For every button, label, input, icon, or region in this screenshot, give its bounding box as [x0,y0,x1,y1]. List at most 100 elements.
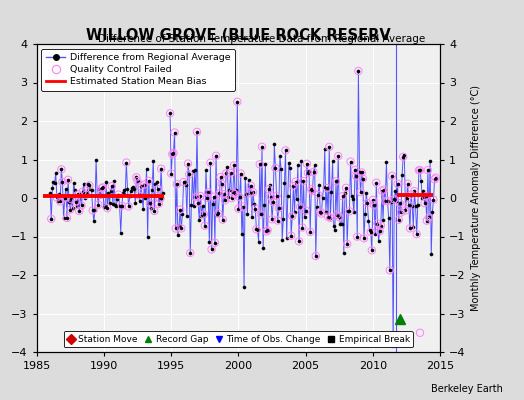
Point [231,191,239,197]
Point [215,190,224,197]
Point [176,206,184,213]
Point [211,240,219,246]
Point [389,341,397,348]
Point [249,189,257,195]
Point [85,182,94,188]
Point [386,267,394,274]
Point [381,198,389,204]
Point [72,198,80,205]
Point [410,188,419,194]
Point [257,211,265,218]
Point [324,214,332,220]
Point [67,196,75,202]
Point [203,195,211,201]
Point [208,246,216,253]
Point [239,203,247,210]
Point [217,181,226,187]
Point [170,129,179,136]
Point [377,222,385,229]
Point [345,208,354,214]
Point [304,170,312,176]
Point [179,179,188,185]
Point [339,193,347,200]
Point [228,189,237,196]
Point [157,166,165,172]
Point [186,250,194,256]
Point [368,247,376,254]
Point [307,186,315,192]
Point [314,192,322,198]
Point [263,228,271,235]
Point [97,185,106,192]
Point [296,204,304,210]
Point [291,178,300,185]
Legend: Station Move, Record Gap, Time of Obs. Change, Empirical Break: Station Move, Record Gap, Time of Obs. C… [63,331,413,348]
Point [135,192,143,199]
Point [301,207,310,214]
Point [422,218,431,224]
Point [64,177,72,183]
Point [145,178,153,184]
Point [312,253,320,259]
Point [424,167,432,173]
Point [429,196,438,203]
Point [79,188,87,195]
Point [247,182,255,189]
Point [414,167,423,174]
Point [194,199,202,206]
Point [396,200,404,206]
Point [94,202,103,208]
Point [133,178,141,184]
Point [63,215,71,221]
Point [221,197,229,204]
Point [89,207,97,214]
Point [47,216,56,222]
Point [373,220,381,227]
Point [146,200,154,206]
Point [137,183,145,189]
Point [405,202,413,208]
Point [234,206,243,212]
Point [150,208,159,214]
Point [236,170,245,177]
Point [114,191,123,198]
Point [212,152,220,159]
Point [99,184,107,191]
Point [274,217,282,224]
Point [156,196,164,202]
Point [360,235,368,242]
Point [407,192,415,198]
Point [332,178,340,184]
Point [264,227,272,234]
Point [171,225,180,232]
Point [206,160,215,166]
Point [397,209,405,216]
Point [177,225,185,232]
Point [287,232,296,239]
Point [369,197,377,203]
Point [403,181,412,187]
Point [220,191,228,197]
Point [421,193,430,200]
Point [306,229,314,235]
Text: Difference of Station Temperature Data from Regional Average: Difference of Station Temperature Data f… [99,34,425,44]
Point [57,166,66,172]
Text: Berkeley Earth: Berkeley Earth [431,384,503,394]
Point [420,200,429,206]
Point [219,216,227,223]
Y-axis label: Monthly Temperature Anomaly Difference (°C): Monthly Temperature Anomaly Difference (… [471,85,481,311]
Point [256,161,264,168]
Point [416,167,424,174]
Title: WILLOW GROVE (BLUE ROCK RESERV: WILLOW GROVE (BLUE ROCK RESERV [86,28,391,43]
Point [167,170,176,177]
Point [380,186,388,193]
Point [333,212,341,218]
Point [399,154,408,160]
Point [204,189,212,196]
Point [166,110,174,116]
Point [196,193,204,199]
Point [289,182,298,189]
Point [124,203,133,210]
Point [406,225,414,232]
Point [184,160,192,167]
